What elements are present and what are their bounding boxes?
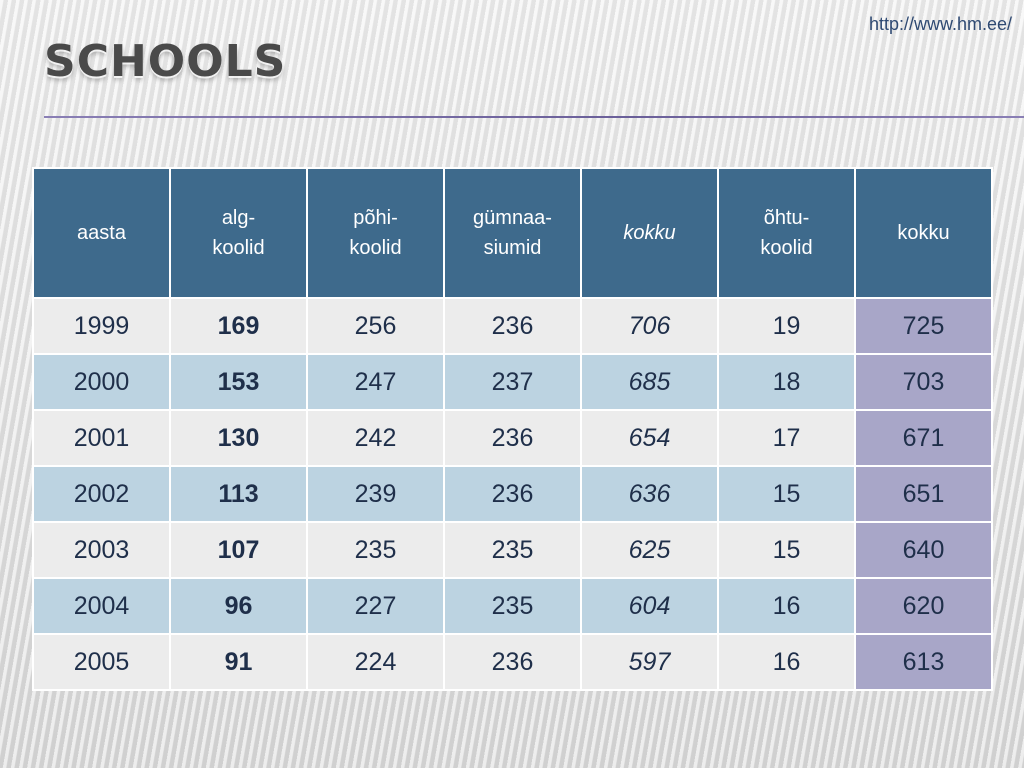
page-title: Schools <box>44 36 287 87</box>
cell-total: 651 <box>854 465 993 523</box>
header-gymnasiums: gümnaa-siumid <box>443 167 582 299</box>
cell-year: 2004 <box>32 577 171 635</box>
cell-evening: 15 <box>717 465 856 523</box>
cell-year: 2002 <box>32 465 171 523</box>
header-year: aasta <box>32 167 171 299</box>
cell-subtotal: 625 <box>580 521 719 579</box>
cell-year: 1999 <box>32 297 171 355</box>
cell-primary: 113 <box>169 465 308 523</box>
cell-evening: 17 <box>717 409 856 467</box>
cell-gymnasium: 235 <box>443 521 582 579</box>
table-body: 1999 169 256 236 706 19 725 2000 153 247 237 685 18 7… <box>32 297 993 691</box>
cell-basic: 256 <box>306 297 445 355</box>
cell-gymnasium: 236 <box>443 465 582 523</box>
header-primary-schools: alg-koolid <box>169 167 308 299</box>
cell-basic: 247 <box>306 353 445 411</box>
cell-primary: 96 <box>169 577 308 635</box>
cell-basic: 239 <box>306 465 445 523</box>
cell-gymnasium: 236 <box>443 409 582 467</box>
title-divider <box>44 116 1024 118</box>
cell-gymnasium: 236 <box>443 297 582 355</box>
cell-evening: 16 <box>717 633 856 691</box>
cell-basic: 235 <box>306 521 445 579</box>
table-row: 2003 107 235 235 625 15 640 <box>32 521 993 579</box>
table-row: 2001 130 242 236 654 17 671 <box>32 409 993 467</box>
cell-total: 640 <box>854 521 993 579</box>
cell-basic: 242 <box>306 409 445 467</box>
table-row: 2000 153 247 237 685 18 703 <box>32 353 993 411</box>
header-basic-schools: põhi-koolid <box>306 167 445 299</box>
cell-total: 703 <box>854 353 993 411</box>
cell-year: 2003 <box>32 521 171 579</box>
table-row: 1999 169 256 236 706 19 725 <box>32 297 993 355</box>
cell-year: 2000 <box>32 353 171 411</box>
cell-total: 725 <box>854 297 993 355</box>
cell-total: 620 <box>854 577 993 635</box>
cell-primary: 153 <box>169 353 308 411</box>
cell-evening: 18 <box>717 353 856 411</box>
cell-basic: 227 <box>306 577 445 635</box>
cell-primary: 91 <box>169 633 308 691</box>
source-url[interactable]: http://www.hm.ee/ <box>868 14 1012 34</box>
cell-gymnasium: 237 <box>443 353 582 411</box>
cell-subtotal: 685 <box>580 353 719 411</box>
cell-gymnasium: 236 <box>443 633 582 691</box>
cell-evening: 19 <box>717 297 856 355</box>
header-total: kokku <box>854 167 993 299</box>
cell-total: 613 <box>854 633 993 691</box>
header-row: aasta alg-koolid põhi-koolid gümnaa-sium… <box>32 167 993 299</box>
cell-evening: 16 <box>717 577 856 635</box>
table-row: 2002 113 239 236 636 15 651 <box>32 465 993 523</box>
table-row: 2005 91 224 236 597 16 613 <box>32 633 993 691</box>
cell-primary: 107 <box>169 521 308 579</box>
header-evening-schools: õhtu-koolid <box>717 167 856 299</box>
table-row: 2004 96 227 235 604 16 620 <box>32 577 993 635</box>
cell-basic: 224 <box>306 633 445 691</box>
cell-subtotal: 706 <box>580 297 719 355</box>
cell-subtotal: 636 <box>580 465 719 523</box>
cell-primary: 130 <box>169 409 308 467</box>
cell-total: 671 <box>854 409 993 467</box>
header-subtotal: kokku <box>580 167 719 299</box>
cell-subtotal: 604 <box>580 577 719 635</box>
cell-year: 2001 <box>32 409 171 467</box>
cell-subtotal: 597 <box>580 633 719 691</box>
schools-table: aasta alg-koolid põhi-koolid gümnaa-sium… <box>32 167 993 691</box>
cell-gymnasium: 235 <box>443 577 582 635</box>
cell-primary: 169 <box>169 297 308 355</box>
cell-evening: 15 <box>717 521 856 579</box>
cell-subtotal: 654 <box>580 409 719 467</box>
cell-year: 2005 <box>32 633 171 691</box>
